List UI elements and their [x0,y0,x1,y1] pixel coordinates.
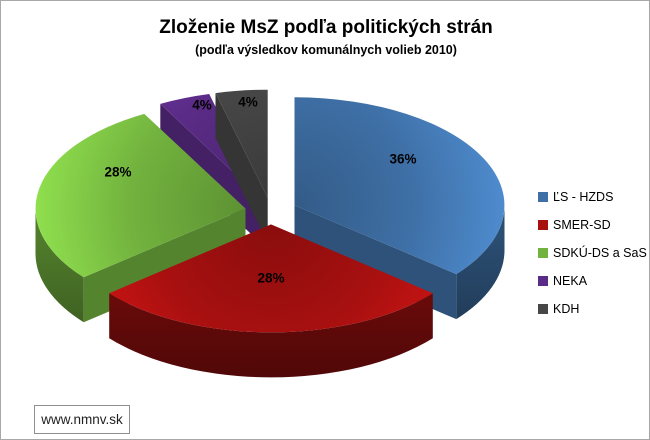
pie-slice-top-4 [215,89,268,198]
pie-slice-label-2: 28% [104,165,131,180]
pie-slice-label-4: 4% [238,95,258,110]
pie-slice-top-2 [35,113,246,278]
legend-swatch-icon [538,275,548,286]
source-link-box: www.nmnv.sk [34,405,130,434]
pie-slice-label-1: 28% [257,271,284,286]
pie-slice-top-0 [294,97,505,275]
chart-subtitle: (podľa výsledkov komunálnych volieb 2010… [195,43,457,57]
legend-item: SDKÚ-DS a SaS [538,245,647,260]
legend-swatch-icon [538,247,548,258]
pie-slice-label-3: 4% [192,98,212,113]
legend-label: KDH [553,301,580,316]
legend-label: SMER-SD [553,217,611,232]
legend-item: ĽS - HZDS [538,189,647,204]
source-link-label: www.nmnv.sk [41,412,123,427]
chart-title: Zloženie MsZ podľa politických strán [159,17,493,38]
pie-slice-top-1 [109,224,433,333]
legend-label: SDKÚ-DS a SaS [553,245,647,260]
legend-label: ĽS - HZDS [553,189,614,204]
legend-item: KDH [538,301,647,316]
legend-item: NEKA [538,273,647,288]
pie-slice-side-0 [456,205,505,320]
pie-slice-side-1 [109,293,433,378]
legend-label: NEKA [553,273,588,288]
legend-item: SMER-SD [538,217,647,232]
chart-legend: ĽS - HZDS SMER-SD SDKÚ-DS a SaS NEKA KDH [538,190,647,330]
legend-swatch-icon [538,219,548,230]
legend-swatch-icon [538,303,548,314]
pie-slice-wall-4 [215,93,268,243]
pie-slice-label-0: 36% [389,152,416,167]
legend-swatch-icon [538,191,548,202]
pie-slice-side-2 [35,208,84,323]
